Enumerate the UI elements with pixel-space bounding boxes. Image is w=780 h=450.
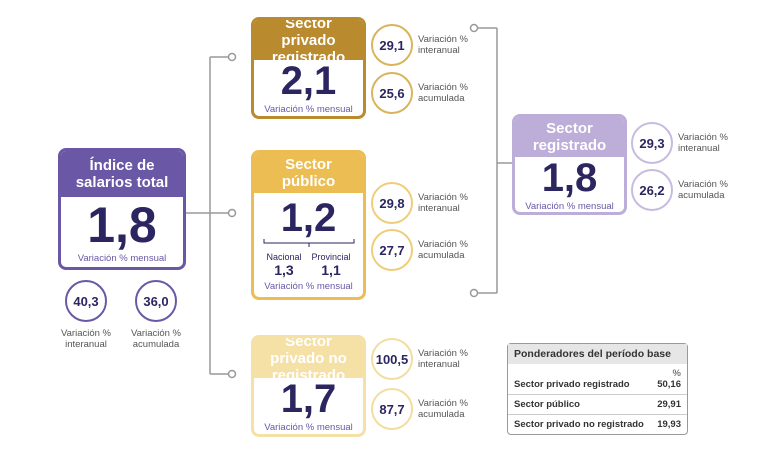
card: Sector privado no registrado 1,7 Variación… — [251, 335, 366, 437]
card-body: 2,1 Variación % mensual — [254, 60, 363, 116]
card-caption: Variación % mensual — [77, 253, 167, 264]
card-caption: Variación % mensual — [264, 281, 353, 292]
card-caption: Variación % mensual — [264, 104, 353, 115]
row-label: Sector público — [508, 394, 651, 414]
breakdown-value: 1,1 — [321, 262, 341, 278]
card-caption: Variación % mensual — [525, 200, 614, 212]
table-title: Ponderadores del período base — [508, 344, 687, 364]
card-body: 1,7 Variación % mensual — [254, 378, 363, 434]
breakdown: Nacional 1,3 Provincial 1,1 — [266, 252, 350, 278]
card-value: 2,1 — [280, 59, 337, 103]
stat-circle: 87,7 — [371, 388, 413, 430]
stat-label: Variación % acumulada — [418, 239, 468, 261]
stat-label: Variación % interanual — [418, 348, 468, 370]
stat-label: Variación % acumulada — [418, 398, 468, 420]
stat-label: Variación % acumulada — [418, 82, 468, 104]
card-title: Sector privado registrado — [254, 20, 363, 66]
row-value: 19,93 — [650, 414, 687, 434]
row-value: 50,16 — [657, 379, 681, 390]
card-value: 1,2 — [280, 196, 337, 240]
stat-circle: 26,2 — [631, 169, 673, 211]
card-value: 1,8 — [87, 197, 157, 253]
card-title: Sector público — [254, 153, 363, 193]
bracket — [263, 239, 354, 247]
stat-label: Variación % interanual — [678, 132, 728, 154]
row-label: Sector privado registrado — [514, 379, 630, 390]
stat-circle: 27,7 — [371, 229, 413, 271]
card: Sector privado registrado 2,1 Variación % … — [251, 17, 366, 119]
card-caption: Variación % mensual — [264, 422, 353, 433]
card-body: 1,2 Nacional 1,3 Provincial 1,1 Variación % m… — [254, 193, 363, 297]
stat-circle: 29,3 — [631, 122, 673, 164]
breakdown-value: 1,3 — [274, 262, 294, 278]
breakdown-label: Provincial — [311, 252, 351, 262]
stat-label: Variación % acumulada — [131, 328, 181, 350]
breakdown-label: Nacional — [266, 252, 302, 262]
stat-circle: 100,5 — [371, 338, 413, 380]
breakdown-item: Nacional 1,3 — [266, 252, 301, 278]
row-label: Sector privado no registrado — [508, 414, 651, 434]
stat-label: Variación % interanual — [61, 328, 111, 350]
stat-label: Variación % interanual — [418, 192, 468, 214]
card-title: Índice de salarios total — [61, 151, 183, 197]
weights-table: Ponderadores del período base % Sector p… — [507, 343, 688, 435]
stat-circle: 29,1 — [371, 24, 413, 66]
card: Sector registrado 1,8 Variación % mensual — [512, 114, 627, 215]
breakdown-item: Provincial 1,1 — [312, 252, 351, 278]
card-title: Sector registrado — [515, 117, 624, 157]
card-body: 1,8 Variación % mensual — [61, 197, 183, 267]
stat-circle: 36,0 — [135, 280, 177, 322]
card-value: 1,7 — [280, 377, 337, 421]
card: Sector público 1,2 Nacional 1,3 Provincial 1,… — [251, 150, 366, 300]
stat-circle: 25,6 — [371, 72, 413, 114]
card-body: 1,8 Variación % mensual — [515, 157, 624, 212]
row-value: 29,91 — [650, 394, 687, 414]
card-value: 1,8 — [541, 155, 598, 200]
stat-circle: 29,8 — [371, 182, 413, 224]
card: Índice de salarios total 1,8 Variación % m… — [58, 148, 186, 270]
table-header: % — [672, 368, 681, 379]
card-title: Sector privado no registrado — [254, 338, 363, 384]
stat-label: Variación % interanual — [418, 34, 468, 56]
stat-circle: 40,3 — [65, 280, 107, 322]
stat-label: Variación % acumulada — [678, 179, 728, 201]
